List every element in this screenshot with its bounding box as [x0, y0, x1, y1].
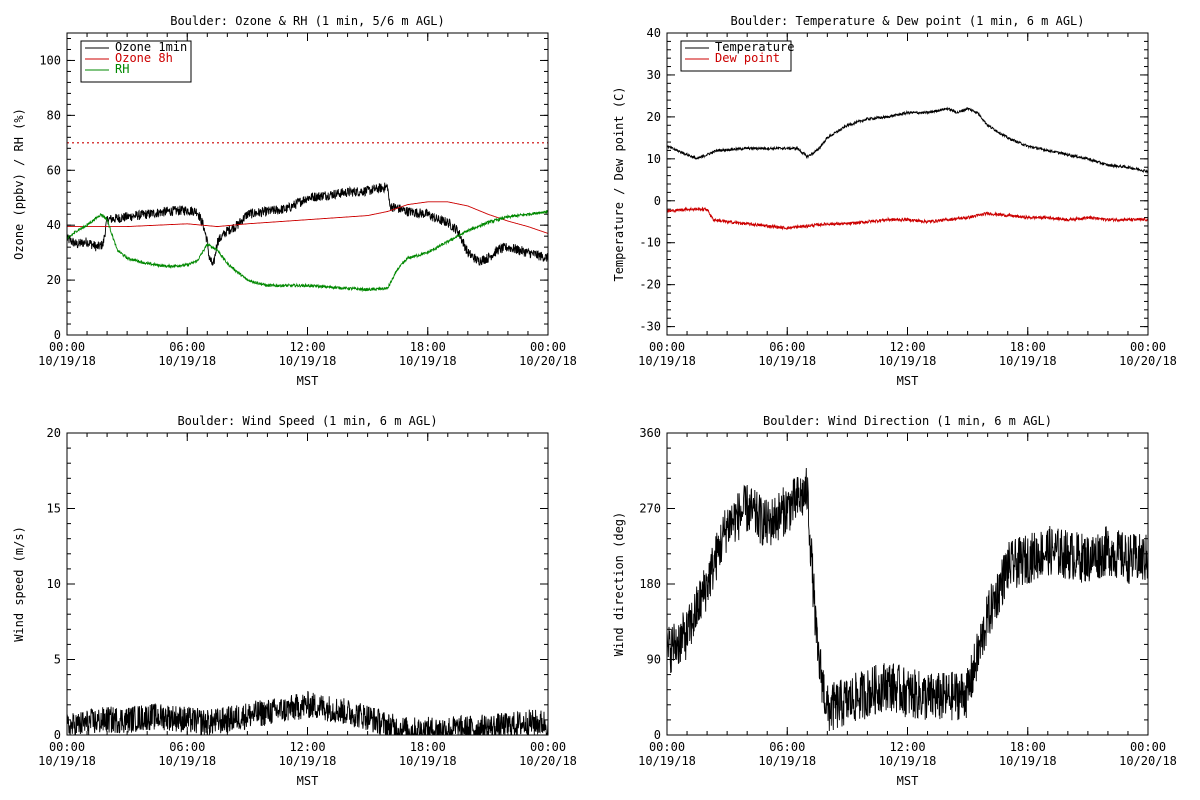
y-tick-label: 180	[639, 577, 661, 591]
y-tick-label: 0	[654, 194, 661, 208]
x-tick-time: 00:00	[1130, 740, 1166, 754]
y-axis-label: Wind direction (deg)	[612, 512, 626, 657]
x-tick-time: 18:00	[410, 340, 446, 354]
legend-entry: Dew point	[715, 51, 780, 65]
y-tick-label: 90	[647, 653, 661, 667]
y-tick-label: 10	[647, 152, 661, 166]
legend-entry: Ozone 8h	[115, 51, 173, 65]
plot-frame	[66, 432, 549, 736]
legend-entry: RH	[115, 62, 129, 76]
y-tick-label: 5	[54, 653, 61, 667]
x-tick-date: 10/20/18	[1119, 754, 1177, 768]
x-tick-time: 06:00	[769, 740, 805, 754]
x-axis-label: MST	[297, 774, 319, 788]
y-axis-label: Ozone (ppbv) / RH (%)	[12, 108, 26, 260]
x-tick-time: 00:00	[1130, 340, 1166, 354]
y-tick-label: 30	[647, 68, 661, 82]
chart-panel-4: Boulder: Wind Direction (1 min, 6 m AGL)…	[612, 414, 1177, 788]
y-tick-label: 40	[47, 218, 61, 232]
y-tick-label: 60	[47, 163, 61, 177]
plot-frame	[666, 432, 1149, 736]
chart-title: Boulder: Wind Speed (1 min, 6 m AGL)	[177, 414, 437, 428]
x-tick-date: 10/19/18	[638, 754, 696, 768]
x-tick-date: 10/19/18	[279, 354, 337, 368]
x-tick-time: 06:00	[769, 340, 805, 354]
y-tick-label: 20	[47, 426, 61, 440]
x-tick-date: 10/19/18	[158, 354, 216, 368]
plot-frame	[66, 32, 549, 336]
x-tick-time: 18:00	[410, 740, 446, 754]
y-tick-label: 15	[47, 502, 61, 516]
y-tick-label: 360	[639, 426, 661, 440]
x-tick-date: 10/20/18	[519, 354, 577, 368]
y-tick-label: 20	[47, 273, 61, 287]
chart-title: Boulder: Ozone & RH (1 min, 5/6 m AGL)	[170, 14, 445, 28]
legend-box	[680, 40, 792, 72]
y-tick-label: 0	[54, 328, 61, 342]
series-line	[667, 106, 1148, 174]
chart-title: Boulder: Temperature & Dew point (1 min,…	[730, 14, 1084, 28]
x-tick-date: 10/19/18	[38, 354, 96, 368]
x-tick-time: 00:00	[530, 740, 566, 754]
y-tick-label: 80	[47, 108, 61, 122]
series-line	[67, 182, 548, 266]
x-tick-time: 00:00	[649, 340, 685, 354]
x-tick-time: 00:00	[649, 740, 685, 754]
y-tick-label: 0	[54, 728, 61, 742]
chart-panel-3: Boulder: Wind Speed (1 min, 6 m AGL) 0 5 10…	[12, 414, 577, 788]
x-tick-time: 00:00	[530, 340, 566, 354]
x-tick-date: 10/19/18	[999, 754, 1057, 768]
x-tick-date: 10/19/18	[999, 354, 1057, 368]
legend-entry: Temperature	[715, 40, 794, 54]
y-tick-label: 270	[639, 502, 661, 516]
series-line	[67, 690, 548, 735]
x-tick-date: 10/19/18	[399, 354, 457, 368]
series-line	[667, 206, 1148, 231]
chart-panel-1: Boulder: Ozone & RH (1 min, 5/6 m AGL) 0 2…	[12, 14, 577, 388]
x-tick-time: 00:00	[49, 740, 85, 754]
series-line	[67, 210, 548, 293]
chart-title: Boulder: Wind Direction (1 min, 6 m AGL)	[763, 414, 1052, 428]
x-tick-date: 10/19/18	[879, 354, 937, 368]
y-tick-label: 100	[39, 53, 61, 67]
y-tick-label: -20	[639, 278, 661, 292]
y-axis-label: Wind speed (m/s)	[12, 526, 26, 642]
x-tick-time: 06:00	[169, 740, 205, 754]
x-tick-date: 10/19/18	[158, 754, 216, 768]
x-tick-time: 12:00	[289, 340, 325, 354]
x-tick-time: 00:00	[49, 340, 85, 354]
y-tick-label: -10	[639, 236, 661, 250]
y-axis-label: Temperature / Dew point (C)	[612, 86, 626, 281]
plot-frame	[666, 32, 1149, 336]
x-tick-date: 10/19/18	[758, 354, 816, 368]
x-tick-date: 10/20/18	[1119, 354, 1177, 368]
x-tick-time: 18:00	[1010, 340, 1046, 354]
series-line	[67, 201, 548, 234]
x-tick-time: 12:00	[889, 340, 925, 354]
y-tick-label: 0	[654, 728, 661, 742]
x-tick-date: 10/19/18	[879, 754, 937, 768]
x-tick-time: 12:00	[889, 740, 925, 754]
y-tick-label: 20	[647, 110, 661, 124]
x-axis-label: MST	[897, 374, 919, 388]
x-tick-date: 10/19/18	[279, 754, 337, 768]
y-tick-label: 40	[647, 26, 661, 40]
y-tick-label: 10	[47, 577, 61, 591]
x-tick-date: 10/19/18	[399, 754, 457, 768]
x-tick-date: 10/19/18	[758, 754, 816, 768]
x-tick-time: 06:00	[169, 340, 205, 354]
chart-panel-2: Boulder: Temperature & Dew point (1 min,…	[612, 14, 1177, 388]
series-line	[667, 467, 1148, 732]
x-axis-label: MST	[897, 774, 919, 788]
x-tick-date: 10/20/18	[519, 754, 577, 768]
x-tick-date: 10/19/18	[638, 354, 696, 368]
x-tick-time: 18:00	[1010, 740, 1046, 754]
x-axis-label: MST	[297, 374, 319, 388]
x-tick-date: 10/19/18	[38, 754, 96, 768]
legend-entry: Ozone 1min	[115, 40, 187, 54]
x-tick-time: 12:00	[289, 740, 325, 754]
y-tick-label: -30	[639, 320, 661, 334]
